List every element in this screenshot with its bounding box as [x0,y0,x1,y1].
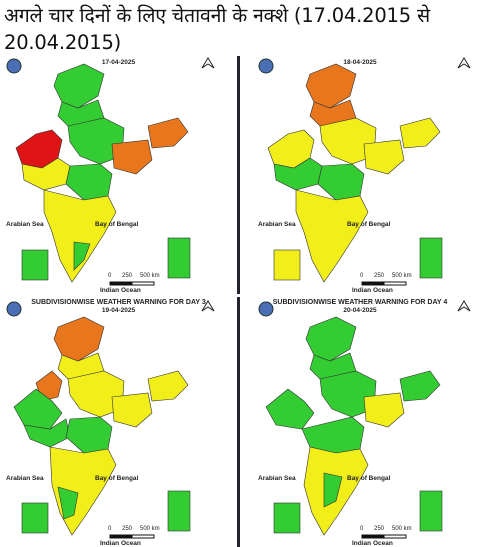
scale-zero: 0 [360,273,364,279]
label-indian-ocean: Indian Ocean [100,540,141,547]
inset-andaman [419,237,443,279]
region-gangetic-green [67,117,125,165]
panel-title: SUBDIVISIONWISE WEATHER WARNING FOR DAY … [272,299,448,306]
imd-logo-icon [258,301,274,317]
map-panel-day-1: 17-04-2025 Arabian Sea Bay of Bengal Ind… [0,56,237,294]
scale-mid: 250 [374,526,385,532]
panel-divider-horizontal [0,294,480,297]
north-arrow-icon [457,300,471,312]
region-south-green [57,486,79,520]
scale-zero: 0 [360,526,364,532]
map-panel-day-2: 18-04-2025 Arabian Sea Bay of Bengal Ind… [240,56,480,294]
scale-zero: 0 [108,273,112,279]
region-peninsula [295,189,369,283]
region-gangetic [319,370,377,418]
panel-divider-vertical [237,56,240,547]
label-arabian-sea: Arabian Sea [6,475,44,482]
scale-mid: 250 [374,273,385,279]
region-central [65,416,113,454]
label-arabian-sea: Arabian Sea [258,221,296,228]
imd-logo-icon [6,58,22,74]
scale-mid: 250 [122,273,133,279]
india-map-day-4 [258,300,471,539]
region-east [363,392,405,428]
scale-mid: 250 [122,526,133,532]
label-bay-of-bengal: Bay of Bengal [95,475,139,482]
inset-lakshadweep [21,502,49,534]
region-northeast-orange [147,117,189,149]
imd-logo-icon [6,301,22,317]
label-bay-of-bengal: Bay of Bengal [347,475,391,482]
label-bay-of-bengal: Bay of Bengal [95,221,139,228]
inset-lakshadweep [21,249,49,281]
region-gangetic [67,370,125,418]
region-south-green [73,241,91,271]
region-east [363,139,405,175]
india-map-day-3 [6,300,215,539]
region-northeast [147,370,189,402]
scale-bar [109,281,155,286]
india-map-day-1 [6,57,215,286]
region-northeast [399,370,441,402]
scale-bar [361,281,407,286]
imd-logo-icon [258,58,274,74]
north-arrow-icon [201,300,215,312]
label-indian-ocean: Indian Ocean [352,287,393,294]
region-east-orange [111,139,153,175]
region-central [317,163,365,201]
inset-lakshadweep [273,249,301,281]
region-central-green [65,163,113,201]
scale-end: 500 km [140,526,160,532]
north-arrow-icon [457,57,471,69]
panel-date: 19-04-2025 [101,307,136,314]
panel-date: 20-04-2025 [343,307,377,314]
map-panel-day-3: SUBDIVISIONWISE WEATHER WARNING FOR DAY … [0,297,237,547]
inset-lakshadweep [273,502,301,534]
region-northeast [399,117,441,149]
india-map-day-2 [258,57,471,286]
region-gangetic [319,117,377,165]
scale-end: 500 km [392,273,412,279]
panel-date: 18-04-2025 [343,59,377,66]
label-arabian-sea: Arabian Sea [6,221,44,228]
inset-andaman [167,490,191,532]
map-panel-day-4: SUBDIVISIONWISE WEATHER WARNING FOR DAY … [240,297,480,547]
warning-map-grid: 17-04-2025 Arabian Sea Bay of Bengal Ind… [0,56,480,547]
region-peninsula-yellow [43,189,117,283]
region-jammu-kashmir [53,63,105,109]
scale-end: 500 km [392,526,412,532]
label-indian-ocean: Indian Ocean [100,287,141,294]
region-west [265,388,315,430]
scale-bar [109,534,155,539]
label-arabian-sea: Arabian Sea [258,475,296,482]
scale-end: 500 km [140,273,160,279]
region-jammu-kashmir [305,63,357,109]
region-east [111,392,153,428]
north-arrow-icon [201,57,215,69]
region-north [305,316,357,362]
headline: अगले चार दिनों के लिए चेतावनी के नक्शे (… [4,4,430,54]
panel-date: 17-04-2025 [101,59,136,66]
panel-title: SUBDIVISIONWISE WEATHER WARNING FOR DAY … [31,299,206,306]
label-indian-ocean: Indian Ocean [352,540,393,547]
region-jammu-kashmir [53,316,105,362]
region-south-green [323,472,343,508]
scale-bar [361,534,407,539]
scale-zero: 0 [108,526,112,532]
label-bay-of-bengal: Bay of Bengal [347,221,391,228]
inset-andaman [167,237,191,279]
inset-andaman [419,490,443,532]
